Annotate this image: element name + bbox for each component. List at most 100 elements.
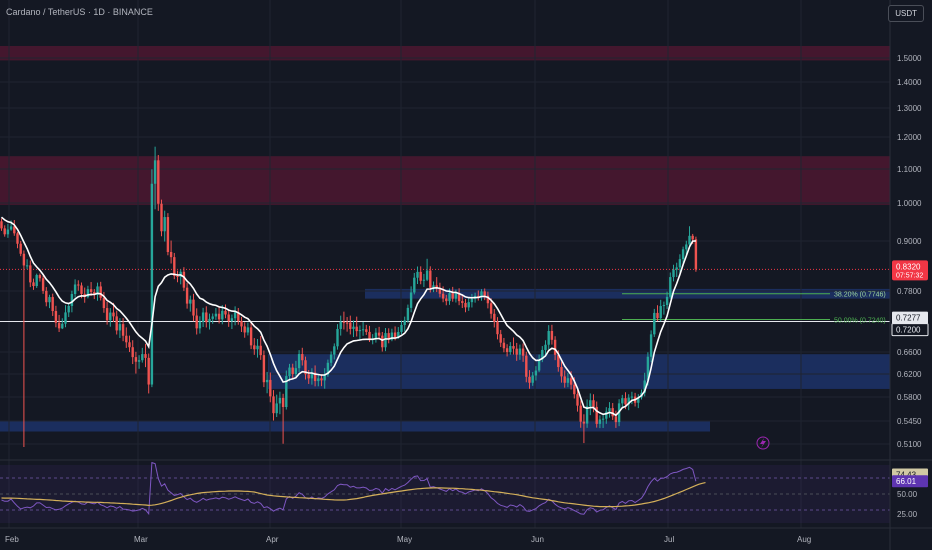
ema-line — [0, 216, 696, 417]
candle-body — [144, 354, 147, 358]
price-tick-label: 0.5800 — [897, 393, 922, 402]
candle-body — [112, 312, 115, 317]
candle-body — [89, 289, 93, 292]
candle-body — [550, 331, 554, 340]
fib-382-label: 38.20% (0.7746) — [834, 292, 886, 299]
demand-zone — [268, 354, 890, 389]
price-tick-label: 0.7800 — [897, 287, 922, 296]
rsi-ma-value: 74.43 — [896, 470, 917, 479]
candle-body — [253, 345, 256, 350]
candle-body — [147, 357, 150, 385]
currency-button[interactable]: USDT — [888, 5, 924, 22]
candle-body — [269, 379, 272, 397]
candle-body — [589, 400, 592, 407]
candle-body — [294, 368, 298, 375]
candle-body — [595, 406, 598, 424]
candle-body — [621, 398, 624, 404]
candle-body — [336, 328, 339, 347]
candle-body — [349, 322, 352, 329]
candle-body — [467, 302, 470, 308]
candle-body — [601, 418, 605, 420]
candle-body — [608, 408, 611, 412]
candle-body — [659, 306, 662, 319]
candle-body — [237, 312, 240, 321]
candle-body — [464, 302, 467, 308]
candle-body — [121, 324, 125, 336]
candle-body — [80, 285, 83, 294]
candle-body — [496, 321, 499, 335]
candle-body — [576, 394, 579, 406]
candle-body — [592, 400, 595, 407]
level-a-badge — [892, 311, 928, 324]
candle-body — [163, 217, 166, 232]
candle-body — [413, 277, 416, 293]
candle-body — [493, 313, 496, 322]
candle-body — [377, 332, 381, 336]
candle-body — [643, 380, 646, 393]
candle-body — [230, 318, 234, 322]
candle-body — [438, 288, 442, 294]
candle-body — [425, 270, 429, 280]
candle-body — [6, 229, 10, 235]
candle-body — [176, 275, 179, 277]
candle-body — [288, 367, 291, 377]
level-a-value: 0.7277 — [896, 314, 921, 323]
candle-body — [67, 305, 70, 313]
candle-body — [278, 397, 282, 404]
candle-body — [307, 374, 310, 379]
candle-body — [285, 376, 288, 408]
candle-body — [387, 333, 390, 340]
candle-body — [569, 378, 573, 385]
candle-body — [403, 320, 406, 325]
candle-body — [361, 329, 365, 331]
candle-body — [630, 396, 634, 398]
candle-body — [41, 278, 45, 291]
candle-body — [22, 253, 26, 266]
candle-body — [441, 293, 445, 299]
last-price-value: 0.8320 — [896, 262, 921, 271]
candle-body — [19, 243, 22, 254]
candle-body — [566, 378, 570, 383]
candle-body — [557, 354, 560, 368]
time-tick-label: Jul — [664, 535, 674, 544]
candle-body — [422, 279, 426, 281]
candle-body — [320, 378, 323, 381]
rsi-value-badge — [892, 475, 928, 488]
candle-body — [688, 235, 691, 245]
price-tick-label: 1.2000 — [897, 133, 922, 142]
candle-body — [96, 286, 99, 295]
candle-body — [38, 275, 42, 279]
candle-body — [656, 312, 659, 319]
candle-body — [518, 348, 522, 355]
candle-body — [611, 408, 614, 417]
candle-body — [73, 284, 77, 294]
candle-body — [582, 421, 586, 424]
candle-body — [214, 313, 218, 317]
price-tick-label: 0.9000 — [897, 237, 922, 246]
candle-body — [515, 348, 518, 355]
candle-body — [342, 321, 346, 323]
price-tick-label: 0.5100 — [897, 440, 922, 449]
candle-body — [86, 289, 90, 298]
candle-body — [598, 419, 602, 424]
candle-body — [477, 295, 480, 298]
candle-body — [649, 334, 653, 357]
rsi-value: 66.01 — [896, 477, 917, 486]
candle-body — [54, 311, 58, 323]
candle-body — [537, 359, 541, 371]
candle-body — [579, 405, 582, 422]
candle-body — [128, 342, 131, 348]
rsi-ma-line — [1, 482, 706, 508]
candle-body — [125, 335, 128, 343]
candle-body — [256, 345, 259, 350]
rsi-tick-label: 50.00 — [897, 490, 918, 499]
candle-body — [16, 233, 19, 244]
candle-body — [544, 344, 547, 350]
candle-body — [262, 355, 266, 383]
candle-body — [166, 217, 170, 252]
candle-body — [9, 226, 13, 230]
price-tick-label: 1.3000 — [897, 104, 922, 113]
candle-body — [685, 244, 688, 250]
candle-body — [457, 293, 461, 302]
